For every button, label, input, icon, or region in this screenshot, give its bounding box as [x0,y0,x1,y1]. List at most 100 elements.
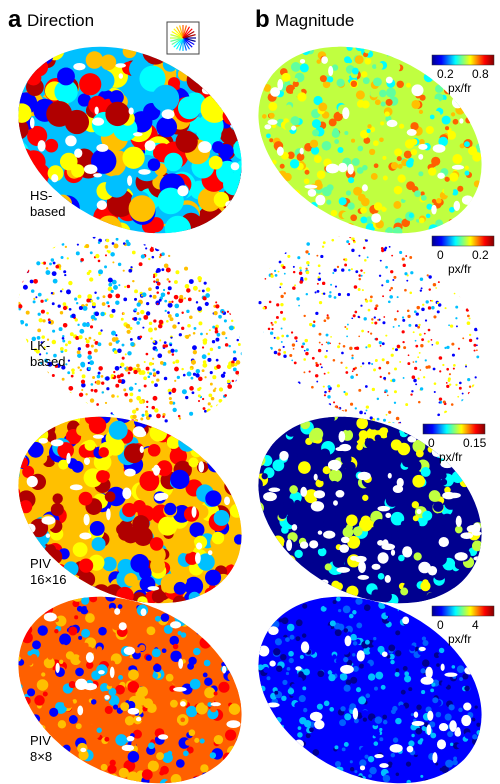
map-patch [121,356,125,360]
map-patch [402,666,408,671]
map-patch [295,619,303,627]
map-patch [59,152,78,171]
map-patch [248,774,253,779]
map-patch [50,258,55,262]
map-patch [377,195,384,202]
map-patch [462,673,469,680]
map-patch [200,247,205,252]
map-patch [390,286,393,290]
map-patch [382,714,388,720]
map-patch [285,637,290,642]
map-patch [186,242,192,247]
map-patch [139,335,143,339]
map-patch [98,269,104,275]
map-patch [215,358,219,362]
map-patch [212,325,216,329]
panel-title: Magnitude [275,11,354,30]
map-patch [200,237,204,241]
map-patch [474,272,477,275]
map-patch [481,371,485,375]
map-patch [395,772,400,777]
map-patch [166,278,170,281]
map-patch [328,294,332,298]
map-hole [83,682,98,691]
map-patch [334,405,338,409]
map-patch [407,354,410,357]
map-patch [473,180,481,188]
map-patch [57,416,62,421]
map-patch [216,80,235,99]
map-patch [463,281,467,284]
map-patch [330,336,332,338]
map-patch [343,684,351,692]
map-patch [158,516,178,536]
map-patch [460,250,464,253]
map-patch [210,268,215,273]
map-hole [257,547,269,558]
map-patch [12,287,17,292]
map-patch [293,361,297,365]
map-patch [309,656,313,661]
map-patch [341,211,349,219]
map-hole [473,556,482,561]
map-patch [16,344,21,349]
map-patch [159,339,162,342]
map-patch [213,191,230,208]
map-patch [417,325,421,329]
map-patch [205,247,211,253]
map-patch [342,526,354,538]
map-patch [402,87,411,96]
map-hole [173,686,187,692]
map-patch [355,270,359,274]
map-patch [366,256,369,259]
map-patch [13,374,16,378]
map-patch [361,741,365,745]
map-patch [64,273,67,277]
map-patch [390,659,395,665]
map-patch [392,279,395,282]
map-hole [263,492,277,502]
map-patch [414,637,420,642]
map-patch [474,417,479,422]
map-patch [457,347,461,350]
map-patch [230,394,233,397]
map-patch [71,313,76,319]
map-patch [169,400,174,405]
map-patch [252,90,261,99]
map-patch [15,322,21,328]
map-patch [156,752,165,761]
map-patch [322,519,332,529]
map-patch [390,270,394,274]
map-patch [364,57,372,65]
map-patch [140,294,143,297]
map-patch [36,261,41,266]
map-patch [448,776,455,783]
map-hole [463,702,472,711]
map-patch [204,414,207,418]
map-patch [201,346,205,349]
map-patch [350,214,358,222]
map-patch [87,294,93,299]
map-hole [29,723,43,731]
map-patch [110,289,114,294]
map-patch [59,290,63,293]
map-patch [34,695,45,706]
map-patch [105,101,130,127]
map-patch [166,319,169,323]
map-patch [24,724,30,730]
map-patch [492,415,495,418]
map-patch [392,226,403,237]
map-patch [263,252,266,256]
map-patch [449,206,455,213]
map-patch [168,300,172,304]
map-hole [65,135,77,147]
map-patch [251,354,255,359]
map-patch [184,252,189,257]
map-patch [322,186,332,197]
map-patch [37,312,41,316]
map-patch [356,99,365,108]
map-patch [249,322,252,325]
map-patch [0,211,14,229]
map-patch [189,262,194,267]
